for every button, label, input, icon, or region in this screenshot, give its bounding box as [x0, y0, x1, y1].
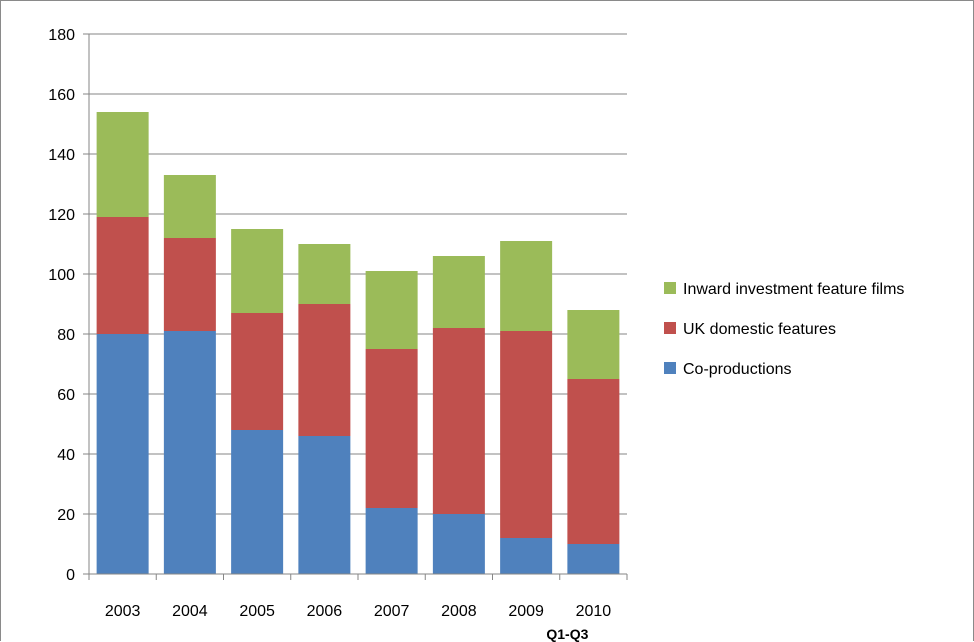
bar-2004-series-2 [163, 175, 216, 238]
bar-2008-series-1 [432, 328, 485, 514]
x-tick-label-2005: 2005 [239, 603, 275, 620]
bar-2006-series-0 [298, 436, 351, 574]
legend: Inward investment feature films UK domest… [664, 281, 904, 378]
bar-2010-series-1 [567, 379, 620, 544]
bar-2007-series-0 [365, 508, 418, 574]
legend-label-series-0: Co-productions [683, 361, 792, 378]
y-tick-label-140: 140 [48, 147, 75, 164]
bar-2009-series-1 [500, 331, 553, 538]
x-tick-label-2010: 2010 [576, 603, 612, 620]
legend-label-series-2: Inward investment feature films [683, 281, 904, 298]
bar-2007-series-2 [365, 271, 418, 349]
x-tick-label-2008: 2008 [441, 603, 477, 620]
bar-2003-series-0 [96, 334, 149, 574]
y-tick-label-20: 20 [57, 507, 75, 524]
x-tick-label-2009: 2009 [508, 603, 544, 620]
axes: 0 20 40 60 80 100 120 140 160 180 2003 2004 2005 2006… [48, 27, 628, 642]
y-tick-label-160: 160 [48, 87, 75, 104]
x-tick-sublabel-2010: Q1-Q3 [546, 626, 588, 642]
legend-swatch-series-1 [664, 322, 676, 334]
y-tick-label-80: 80 [57, 327, 75, 344]
bar-2007-series-1 [365, 349, 418, 508]
y-tick-label-120: 120 [48, 207, 75, 224]
bar-2010-series-2 [567, 310, 620, 379]
bar-2009-series-2 [500, 241, 553, 331]
x-tick-label-2004: 2004 [172, 603, 208, 620]
bar-2008-series-2 [432, 256, 485, 328]
x-tick-label-2006: 2006 [307, 603, 343, 620]
legend-label-series-1: UK domestic features [683, 321, 836, 338]
legend-swatch-series-0 [664, 362, 676, 374]
bar-2006-series-2 [298, 244, 351, 304]
bar-2005-series-1 [231, 313, 284, 430]
bar-2004-series-1 [163, 238, 216, 331]
bar-2009-series-0 [500, 538, 553, 574]
bar-2004-series-0 [163, 331, 216, 574]
bar-2010-series-0 [567, 544, 620, 574]
bars [96, 112, 620, 574]
bar-2003-series-1 [96, 217, 149, 334]
bar-2006-series-1 [298, 304, 351, 436]
bar-2005-series-0 [231, 430, 284, 574]
y-tick-label-100: 100 [48, 267, 75, 284]
x-tick-label-2003: 2003 [105, 603, 141, 620]
y-tick-label-60: 60 [57, 387, 75, 404]
bar-2005-series-2 [231, 229, 284, 313]
bar-2008-series-0 [432, 514, 485, 574]
legend-swatch-series-2 [664, 282, 676, 294]
y-tick-label-0: 0 [66, 567, 75, 584]
bar-2003-series-2 [96, 112, 149, 217]
x-tick-label-2007: 2007 [374, 603, 410, 620]
y-tick-label-40: 40 [57, 447, 75, 464]
y-tick-label-180: 180 [48, 27, 75, 44]
